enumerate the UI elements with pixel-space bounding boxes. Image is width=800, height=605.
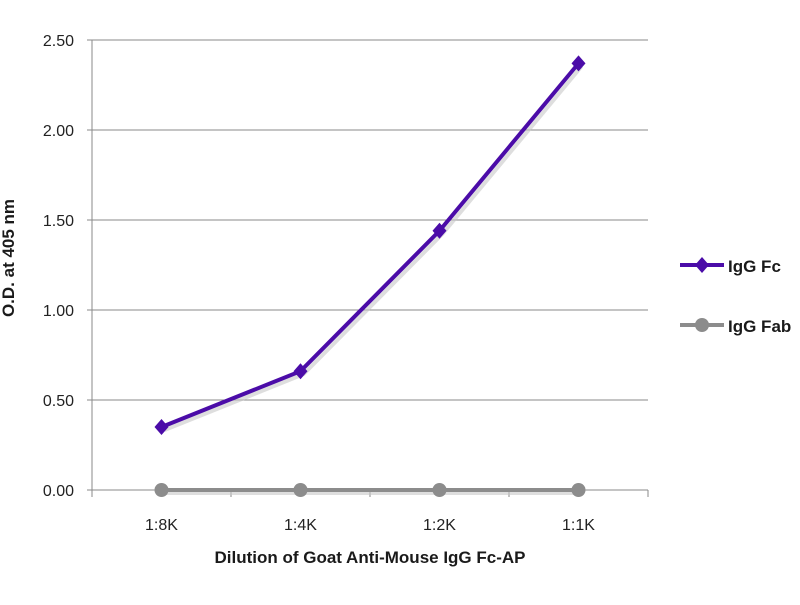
y-axis-label: O.D. at 405 nm	[0, 199, 18, 317]
x-axis-ticks: 1:8K 1:4K 1:2K 1:1K	[145, 517, 595, 534]
legend-item: IgG Fab	[680, 317, 791, 336]
data-point	[293, 483, 308, 497]
y-axis-ticks: 0.00 0.50 1.00 1.50 2.00 2.50	[43, 33, 74, 500]
y-tick-label: 2.50	[43, 33, 74, 50]
y-tick-label: 1.00	[43, 303, 74, 320]
series-line-shadow	[163, 65, 584, 432]
data-point	[293, 363, 308, 380]
y-tick-label: 0.50	[43, 393, 74, 410]
legend: IgG Fc IgG Fab	[680, 257, 791, 336]
y-tick-label: 1.50	[43, 213, 74, 230]
x-tick-label: 1:2K	[423, 517, 456, 534]
data-point	[571, 55, 586, 72]
legend-label: IgG Fc	[728, 257, 781, 276]
legend-item: IgG Fc	[680, 257, 781, 276]
data-point	[432, 483, 447, 497]
data-point	[571, 483, 586, 497]
data-point	[154, 419, 169, 435]
x-axis-label: Dilution of Goat Anti-Mouse IgG Fc-AP	[214, 548, 525, 567]
x-tick-label: 1:4K	[284, 517, 317, 534]
series-igg-fc	[154, 55, 586, 435]
y-tick-label: 0.00	[43, 483, 74, 500]
data-point	[432, 222, 447, 239]
data-point	[154, 483, 169, 497]
series-line	[160, 62, 581, 429]
x-tick-label: 1:1K	[562, 517, 595, 534]
legend-marker	[695, 257, 709, 273]
x-tick-label: 1:8K	[145, 517, 178, 534]
y-tick-label: 2.00	[43, 123, 74, 140]
series-igg-fab	[154, 483, 586, 497]
legend-label: IgG Fab	[728, 317, 791, 336]
series-group	[154, 55, 586, 497]
legend-marker	[695, 318, 709, 332]
